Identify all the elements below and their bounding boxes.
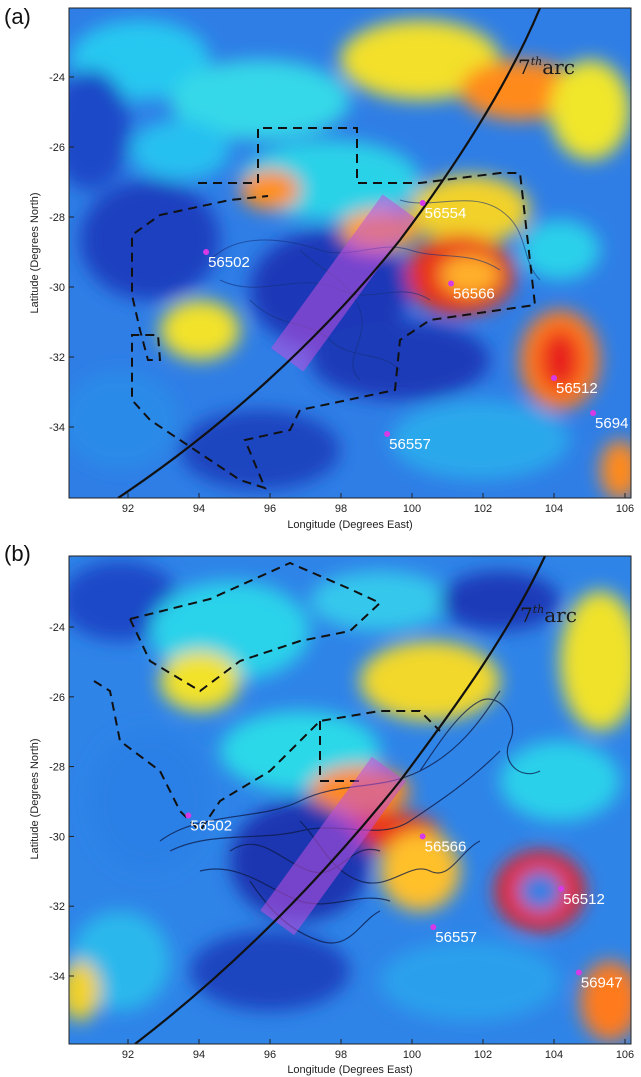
y-axis-label: Latitude (Degrees North) [29, 192, 41, 313]
x-tick-label: 96 [264, 1049, 276, 1061]
drifter-id-label: 56512 [556, 380, 598, 397]
y-tick-label: -34 [49, 971, 65, 983]
search-box [270, 194, 416, 372]
x-tick-label: 96 [264, 503, 276, 515]
search-box [260, 756, 406, 936]
y-tick-label: -32 [49, 901, 65, 913]
drifter-id-label: 56566 [453, 286, 495, 303]
drifter-point [384, 431, 391, 437]
drifter-markers: 56554 56502 56566 56512 5694 56557 [203, 200, 628, 453]
y-tick-label: -26 [49, 142, 65, 154]
x-axis-label: Longitude (Degrees East) [287, 1064, 412, 1076]
drifter-id-label: 56566 [425, 838, 467, 855]
x-tick-label: 106 [616, 503, 634, 515]
x-tick-label: 104 [545, 503, 563, 515]
x-tick-label: 98 [335, 503, 347, 515]
drifter-id-label: 5694 [595, 415, 628, 432]
y-tick-label: -32 [49, 352, 65, 364]
seventh-arc-label: 7tharc [520, 603, 577, 627]
x-tick-label: 106 [616, 1049, 634, 1061]
drifter-markers: 56502 56566 56512 56557 56947 [185, 812, 623, 992]
x-axis-ticks: 92 94 96 98 100 102 104 106 [122, 493, 634, 515]
x-tick-label: 100 [403, 1049, 421, 1061]
y-tick-label: -30 [49, 831, 65, 843]
y-tick-label: -30 [49, 282, 65, 294]
search-region [131, 127, 537, 490]
panel-b-label: (b) [4, 541, 31, 566]
drifter-id-label: 56502 [208, 254, 250, 271]
panel-a-label: (a) [4, 4, 31, 29]
y-tick-label: -34 [49, 422, 65, 434]
x-tick-label: 100 [403, 503, 421, 515]
plot-frame [68, 7, 632, 499]
y-axis-ticks: -24 -26 -28 -30 -32 -34 [49, 72, 74, 434]
drifter-point [590, 410, 597, 416]
seventh-arc-label: 7tharc [518, 55, 575, 79]
x-tick-label: 92 [122, 503, 134, 515]
drifter-point [448, 280, 455, 287]
drifter-point [203, 249, 210, 255]
y-tick-label: -24 [49, 622, 65, 634]
y-axis-ticks: -24 -26 -28 -30 -32 -34 [49, 622, 74, 983]
y-tick-label: -24 [49, 72, 65, 84]
x-axis-label: Longitude (Degrees East) [287, 519, 412, 531]
drifter-point [551, 375, 557, 381]
drifter-point [419, 833, 426, 840]
sea-surface-field [69, 561, 631, 1041]
x-tick-label: 92 [122, 1049, 134, 1061]
x-axis-ticks: 92 94 96 98 100 102 104 106 [122, 1039, 634, 1061]
seventh-arc-line [134, 556, 546, 1044]
x-tick-label: 98 [335, 1049, 347, 1061]
drifter-point [558, 885, 565, 892]
drifter-id-label: 56502 [190, 817, 232, 834]
search-region [93, 561, 441, 833]
drifter-id-label: 56557 [435, 929, 477, 946]
drifter-id-label: 56512 [563, 891, 605, 908]
drifter-point [430, 924, 437, 931]
drifter-id-label: 56557 [389, 436, 431, 453]
drifter-point [575, 969, 582, 976]
y-tick-label: -26 [49, 692, 65, 704]
drifter-point [419, 200, 426, 206]
x-tick-label: 102 [474, 1049, 492, 1061]
x-tick-label: 104 [545, 1049, 563, 1061]
drifter-id-label: 56554 [425, 205, 467, 222]
seventh-arc-line [117, 8, 542, 498]
x-tick-label: 102 [474, 503, 492, 515]
drifter-id-label: 56947 [581, 975, 623, 992]
drifter-point [185, 812, 192, 819]
y-tick-label: -28 [49, 762, 65, 774]
x-tick-label: 94 [193, 1049, 205, 1061]
y-axis-label: Latitude (Degrees North) [29, 738, 41, 859]
y-tick-label: -28 [49, 212, 65, 224]
plot-frame [68, 555, 632, 1045]
x-tick-label: 94 [193, 503, 205, 515]
